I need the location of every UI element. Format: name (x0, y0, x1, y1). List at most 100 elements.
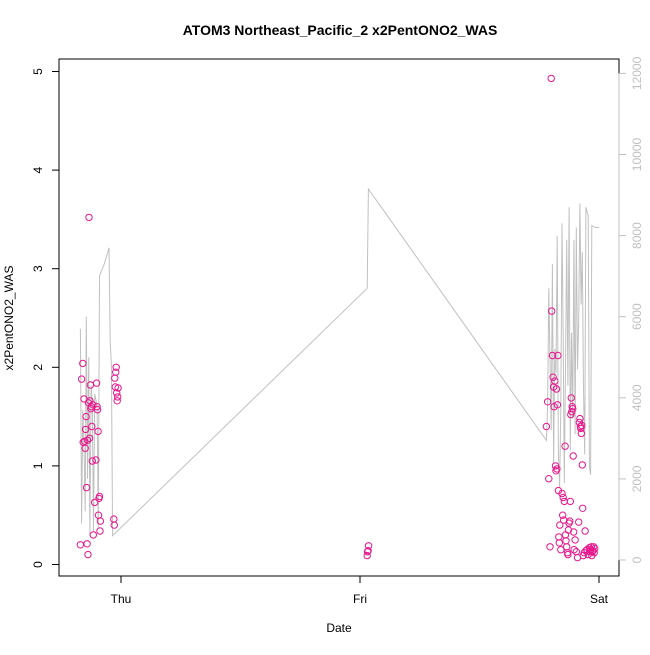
data-point (96, 527, 104, 535)
data-point (542, 422, 551, 431)
data-point (94, 427, 102, 436)
y-tick-label-3: 3 (31, 265, 45, 272)
data-point (85, 434, 94, 442)
y-axis-label: x2PentONO2_WAS (2, 266, 16, 371)
x-axis: Thu Fri Sat (111, 575, 609, 606)
data-point (578, 421, 586, 430)
data-point (566, 497, 574, 506)
y-right-tick-label-12000: 12000 (630, 56, 644, 90)
data-point (581, 527, 589, 535)
series-line-0 (79, 187, 599, 537)
data-point (82, 483, 91, 492)
y-right-tick-label-2000: 2000 (630, 465, 644, 492)
data-point (555, 539, 563, 547)
data-point (556, 521, 564, 529)
y-right-tick-label-6000: 6000 (630, 303, 644, 330)
data-point (548, 307, 556, 315)
data-point (82, 412, 90, 421)
data-point (81, 425, 90, 434)
data-point (552, 385, 561, 393)
data-point (96, 517, 105, 525)
data-point (112, 368, 120, 376)
data-point (579, 504, 587, 512)
data-point (111, 374, 119, 382)
data-point (113, 389, 121, 397)
data-point (591, 545, 599, 553)
x-tick-label-sat: Sat (590, 592, 609, 606)
chart-title: ATOM3 Northeast_Pacific_2 x2PentONO2_WAS (183, 22, 498, 38)
data-point (364, 542, 373, 550)
data-point (83, 540, 91, 548)
data-point (91, 498, 99, 507)
data-point (548, 351, 557, 360)
data-point (560, 497, 568, 506)
data-point (553, 465, 561, 473)
x-tick-label-thu: Thu (111, 592, 132, 606)
data-point (88, 422, 96, 431)
x-axis-label: Date (326, 621, 352, 635)
data-point (79, 359, 87, 368)
data-point (113, 397, 121, 405)
data-point (364, 547, 372, 555)
data-point (92, 379, 101, 387)
data-point (569, 405, 577, 413)
data-point (546, 543, 554, 551)
data-point (557, 546, 565, 554)
y-right-tick-label-8000: 8000 (630, 222, 644, 249)
y-right-tick-label-10000: 10000 (630, 137, 644, 171)
x-tick-label-fri: Fri (353, 592, 367, 606)
y-tick-label-4: 4 (31, 166, 45, 173)
data-point (93, 406, 102, 414)
data-point (553, 401, 562, 409)
data-point (89, 401, 97, 409)
data-point (363, 551, 371, 560)
data-point (547, 74, 555, 83)
data-point (84, 550, 92, 559)
data-point (578, 461, 586, 469)
y-axis-right: 0 2000 4000 6000 8000 10000 12000 (618, 56, 644, 563)
data-point (570, 528, 578, 536)
data-point (568, 408, 576, 416)
data-point (85, 213, 93, 222)
data-point (589, 547, 597, 555)
data-point (551, 377, 559, 385)
y-right-tick-label-0: 0 (630, 556, 644, 563)
data-point (95, 492, 104, 501)
data-point (114, 393, 122, 401)
y-tick-label-0: 0 (31, 561, 45, 568)
y-tick-label-5: 5 (31, 68, 45, 75)
data-point (590, 549, 598, 557)
data-point (577, 429, 585, 438)
data-point (575, 518, 583, 526)
data-point (570, 546, 578, 554)
data-point (77, 375, 86, 383)
y-tick-label-1: 1 (31, 462, 45, 469)
data-point (92, 456, 100, 464)
data-point (554, 351, 562, 360)
data-point (83, 436, 92, 444)
y-right-tick-label-4000: 4000 (630, 384, 644, 411)
data-point (545, 475, 553, 483)
data-point (559, 493, 567, 502)
data-point (93, 403, 101, 411)
data-point (76, 541, 85, 549)
data-point (87, 403, 96, 411)
line-series-layer (79, 187, 599, 537)
data-point (543, 398, 552, 406)
point-series-layer (76, 74, 599, 562)
data-point (566, 517, 574, 525)
data-point (563, 543, 571, 551)
data-point (110, 521, 119, 529)
y-tick-label-2: 2 (31, 364, 45, 371)
plot-frame (58, 58, 620, 577)
data-point (88, 457, 97, 465)
data-point (564, 550, 572, 559)
data-point (114, 384, 122, 392)
data-point (561, 442, 569, 450)
data-point (571, 536, 579, 544)
data-point (110, 515, 118, 523)
data-point (81, 444, 89, 452)
data-point (112, 363, 120, 371)
